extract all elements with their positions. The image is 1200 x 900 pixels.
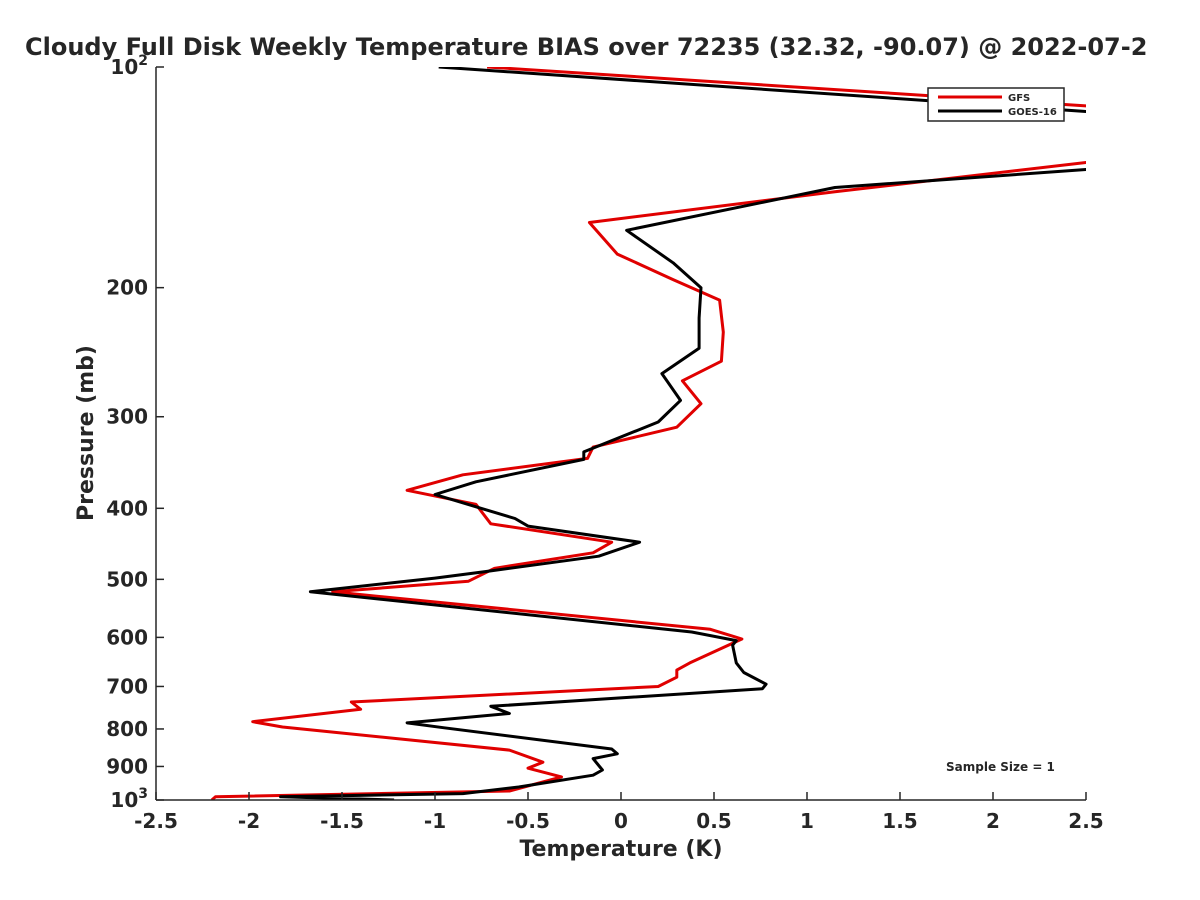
- legend-box: [927, 87, 1065, 122]
- y-tick-base: 10: [110, 788, 138, 812]
- y-tick-base: 400: [106, 496, 148, 520]
- y-tick-label: 300: [106, 405, 148, 429]
- y-tick-label: 500: [106, 567, 148, 591]
- y-tick-label: 900: [106, 754, 148, 778]
- x-tick-label: -1.5: [320, 809, 364, 833]
- legend-label-goes16: GOES-16: [1008, 107, 1057, 118]
- y-tick-label: 400: [106, 496, 148, 520]
- y-tick-base: 700: [106, 674, 148, 698]
- x-tick-label: -2.5: [134, 809, 178, 833]
- y-tick-base: 500: [106, 567, 148, 591]
- y-tick-label: 102: [110, 53, 148, 79]
- chart-title: Cloudy Full Disk Weekly Temperature BIAS…: [25, 33, 1147, 61]
- y-tick-label: 103: [110, 786, 148, 812]
- x-tick-label: 0.5: [696, 809, 731, 833]
- x-tick-label: 2.5: [1068, 809, 1103, 833]
- x-tick-label: 2: [986, 809, 1000, 833]
- series-line-gfs: [210, 67, 1086, 800]
- x-tick-label: -2: [238, 809, 260, 833]
- sample-size-annotation: Sample Size = 1: [946, 760, 1055, 774]
- x-axis-label: Temperature (K): [519, 837, 722, 862]
- y-tick-base: 900: [106, 754, 148, 778]
- series-line-goes16: [279, 67, 1086, 800]
- y-tick-label: 700: [106, 674, 148, 698]
- x-tick-label: 0: [614, 809, 628, 833]
- y-tick-label: 800: [106, 717, 148, 741]
- legend: GFS GOES-16: [927, 87, 1065, 122]
- legend-label-gfs: GFS: [1008, 93, 1030, 104]
- y-tick-base: 300: [106, 405, 148, 429]
- series-layer: [210, 67, 1086, 800]
- x-tick-label: -1: [424, 809, 446, 833]
- y-tick-label: 600: [106, 625, 148, 649]
- y-tick-exponent: 3: [138, 786, 148, 802]
- y-axis-label: Pressure (mb): [74, 345, 99, 521]
- y-tick-base: 600: [106, 625, 148, 649]
- y-tick-base: 10: [110, 55, 138, 79]
- x-tick-label: 1.5: [882, 809, 917, 833]
- y-tick-base: 800: [106, 717, 148, 741]
- y-tick-label: 200: [106, 276, 148, 300]
- x-axis-ticks: -2.5 -2 -1.5 -1 -0.5 0 0.5 1 1.5 2 2.5: [134, 792, 1104, 833]
- x-tick-label: 1: [800, 809, 814, 833]
- y-tick-exponent: 2: [138, 53, 148, 69]
- y-tick-base: 200: [106, 276, 148, 300]
- x-tick-label: -0.5: [506, 809, 550, 833]
